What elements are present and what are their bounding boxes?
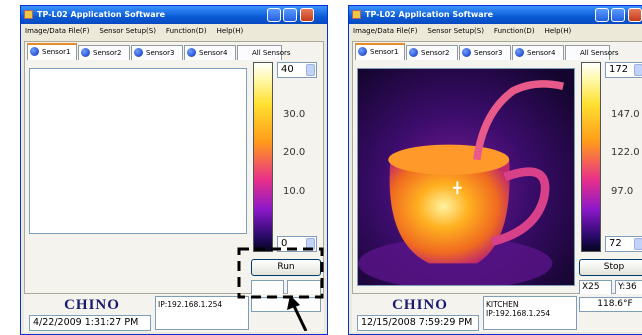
sensor-tab[interactable]: Sensor2 — [406, 45, 458, 60]
scale-label: 122.0 — [611, 147, 640, 158]
range-spinner[interactable]: 72 — [605, 236, 642, 252]
tab-icon — [81, 48, 90, 57]
maximize-button[interactable] — [283, 8, 297, 22]
scale-label: 97.0 — [611, 185, 634, 197]
tab-label[interactable]: All Sensors — [252, 49, 291, 57]
sensor-tab[interactable]: Sensor3 — [459, 45, 511, 60]
brand-logo: CHINO — [64, 297, 120, 313]
tab-icon — [187, 48, 196, 57]
tab-label[interactable]: Sensor3 — [146, 49, 175, 57]
title-bar: TP-L02 Application Software — [349, 6, 642, 24]
sensor-tab[interactable]: All Sensors — [565, 45, 619, 60]
title-bar: TP-L02 Application Software — [21, 6, 327, 24]
app-window: TP-L02 Application Software Image/Data Fi… — [348, 5, 642, 335]
spinner-arrows[interactable] — [634, 64, 642, 76]
info-line: KITCHEN — [486, 300, 519, 309]
scale-label: 10.0 — [283, 185, 306, 197]
menu-bar: Image/Data File(F) Sensor Setup(S) Functio… — [21, 25, 327, 37]
menu-item[interactable]: Image/Data File(F) — [25, 27, 90, 35]
sensor-tab[interactable]: Sensor4 — [512, 45, 564, 60]
menu-item[interactable]: Sensor Setup(S) — [99, 27, 156, 35]
sensor-tab[interactable]: Sensor2 — [78, 45, 130, 60]
menu-item[interactable]: Help(H) — [216, 27, 244, 35]
tab-label[interactable]: All Sensors — [580, 49, 619, 57]
info-box: KITCHEN IP:192.168.1.254 — [483, 296, 577, 330]
tab-icon — [30, 47, 39, 56]
run-button[interactable]: Stop — [579, 259, 642, 276]
brand-logo: CHINO — [392, 297, 448, 313]
tab-icon — [515, 48, 524, 57]
spinner-value: 172 — [609, 64, 629, 75]
scale-label: 147.0 — [611, 108, 640, 120]
tab-icon — [462, 48, 471, 57]
app-icon — [352, 10, 361, 19]
tab-label[interactable]: Sensor3 — [474, 49, 503, 57]
tab-label[interactable]: Sensor1 — [42, 48, 71, 56]
tab-label[interactable]: Sensor1 — [370, 48, 399, 56]
close-button[interactable] — [300, 8, 314, 22]
maximize-button[interactable] — [611, 8, 625, 22]
tab-icon — [409, 48, 418, 57]
tab-icon — [134, 48, 143, 57]
sensor-tab[interactable]: Sensor4 — [184, 45, 236, 60]
menu-item[interactable]: Sensor Setup(S) — [427, 27, 484, 35]
spinner-value: 72 — [609, 238, 622, 249]
menu-item[interactable]: Image/Data File(F) — [353, 27, 418, 35]
menu-item[interactable]: Function(D) — [165, 27, 207, 35]
scale-label: 20.0 — [283, 147, 306, 158]
sensor-tab[interactable]: Sensor1 — [27, 43, 77, 60]
thermal-image — [358, 69, 574, 285]
spinner-arrows[interactable] — [634, 238, 642, 250]
minimize-button[interactable] — [595, 8, 609, 22]
tab-label[interactable]: Sensor2 — [421, 49, 450, 57]
menu-item[interactable]: Function(D) — [493, 27, 535, 35]
image-area — [357, 68, 575, 286]
sensor-tab[interactable]: Sensor1 — [355, 43, 405, 60]
info-line: IP:192.168.1.254 — [486, 309, 551, 318]
spinner-value: 0 — [281, 238, 288, 249]
spinner-value: 40 — [281, 64, 294, 75]
image-area — [29, 68, 247, 234]
temperature-readout: 118.6°F — [579, 297, 642, 312]
tab-icon — [358, 47, 367, 56]
arrow-head — [287, 295, 300, 310]
range-spinner[interactable]: 172 — [605, 62, 642, 78]
scale-label: 30.0 — [283, 108, 306, 120]
tab-label[interactable]: Sensor4 — [527, 49, 556, 57]
app-window: TP-L02 Application Software Image/Data Fi… — [20, 5, 328, 335]
color-bar — [581, 62, 601, 252]
menu-bar: Image/Data File(F) Sensor Setup(S) Functio… — [349, 25, 642, 37]
tab-label[interactable]: Sensor4 — [199, 49, 228, 57]
range-spinner[interactable]: 40 — [277, 62, 317, 78]
color-bar — [253, 62, 273, 252]
menu-item[interactable]: Help(H) — [544, 27, 572, 35]
info-line: IP:192.168.1.254 — [158, 300, 223, 309]
sensor-tab[interactable]: Sensor3 — [131, 45, 183, 60]
sensor-tab[interactable]: All Sensors — [237, 45, 291, 60]
minimize-button[interactable] — [267, 8, 281, 22]
tab-label[interactable]: Sensor2 — [93, 49, 122, 57]
app-icon — [24, 10, 33, 19]
info-box: IP:192.168.1.254 — [155, 296, 249, 330]
arrow-shaft — [292, 305, 308, 331]
spinner-arrows[interactable] — [306, 64, 315, 76]
dashed-highlight — [237, 247, 324, 299]
